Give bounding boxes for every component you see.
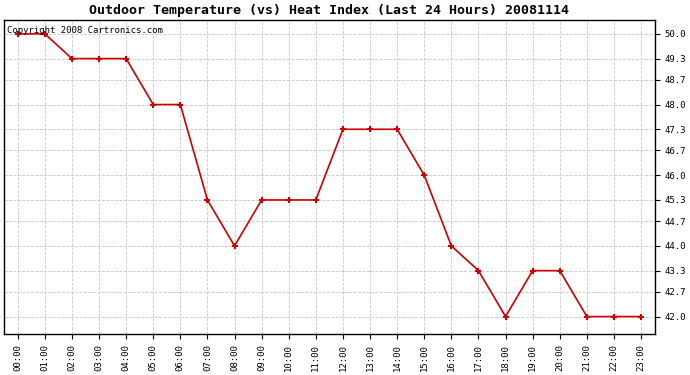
Title: Outdoor Temperature (vs) Heat Index (Last 24 Hours) 20081114: Outdoor Temperature (vs) Heat Index (Las… — [90, 4, 569, 17]
Text: Copyright 2008 Cartronics.com: Copyright 2008 Cartronics.com — [8, 26, 164, 35]
